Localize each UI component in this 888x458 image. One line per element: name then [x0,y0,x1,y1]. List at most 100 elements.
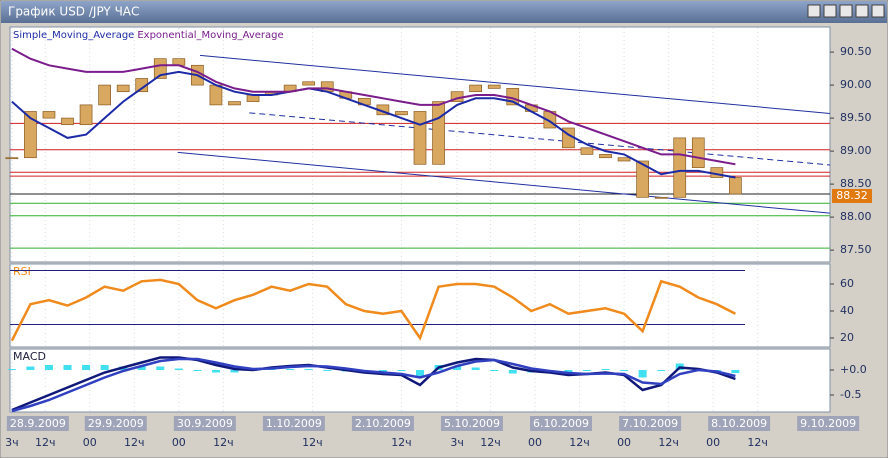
date-box [797,416,860,431]
y-tick-label: 20 [840,331,854,344]
trend-line [199,54,831,114]
x-tick-label: 12ч [124,436,145,449]
price-box [832,188,872,203]
macd-panel [9,348,831,413]
histogram-bar [82,365,91,370]
date-box [173,416,236,431]
candle [153,58,167,79]
histogram-bar [397,370,406,371]
histogram-bar [657,370,666,371]
date-box [262,416,325,431]
histogram-bar [44,365,53,370]
x-tick-label: 12ч [569,436,590,449]
price-label: 88.32 [836,189,868,202]
candle [228,101,241,106]
candle [636,160,649,198]
candle [395,111,408,116]
histogram-bar [211,370,220,373]
date-box [351,416,414,431]
date-label: 29.9.2009 [88,417,144,430]
candle [24,111,37,159]
date-label: 6.10.2009 [533,417,589,430]
x-tick-label: 00 [83,436,97,449]
y-tick-label: 89.50 [840,111,872,124]
trend-line [249,112,831,166]
y-tick-label: 89.00 [840,144,872,157]
histogram-bar [508,370,517,374]
histogram-bar [620,370,629,371]
date-label: 2.10.2009 [355,417,411,430]
date-label: 7.10.2009 [622,417,678,430]
close-button[interactable] [871,4,885,18]
histogram-bar [156,366,165,370]
x-tick-label: 12ч [391,436,412,449]
date-box [619,416,682,431]
panel-title: RSI [13,265,31,278]
histogram-bar [100,365,109,370]
y-tick-label: 90.50 [840,45,872,58]
date-label: 30.9.2009 [177,417,233,430]
date-box [530,416,593,431]
rsi-panel [9,263,831,348]
candle [172,58,186,66]
button[interactable] [855,4,869,18]
date-label: 1.10.2009 [266,417,322,430]
x-tick-label: 12ч [35,436,56,449]
candle [116,84,130,93]
button[interactable] [839,4,853,18]
candle [469,84,483,93]
panel-title: MACD [13,350,46,363]
candle [302,81,316,86]
ma-line [11,70,736,179]
window-title: График USD /JPY ЧАС [8,5,139,19]
histogram-bar [490,370,499,371]
candle [5,157,19,160]
candle [580,147,594,155]
histogram-bar [416,370,424,378]
ma-line [11,47,736,166]
histogram-bar [230,370,239,373]
x-tick-label: 00 [617,436,631,449]
title-bar [1,1,887,23]
x-tick-label: 12ч [747,436,768,449]
y-tick-label: -0.5 [840,388,861,401]
button[interactable] [807,4,821,18]
trend-line [177,151,831,214]
histogram-bar [582,370,591,371]
x-tick-label: 12ч [302,436,323,449]
candle [413,111,427,165]
y-tick-label: 87.50 [840,243,872,256]
window-buttons [807,4,885,18]
histogram-bar [471,367,480,370]
x-tick-label: 12ч [480,436,501,449]
x-tick-label: 3ч [450,436,464,449]
histogram-bar [193,370,202,371]
y-tick-label: 40 [840,304,854,317]
y-tick-label: 60 [840,277,854,290]
candle [487,84,501,89]
x-tick-label: 00 [706,436,720,449]
candle [691,137,705,168]
histogram-bar [137,366,146,370]
rsi-line [10,278,736,342]
candle [209,84,223,106]
y-tick-label: 88.50 [840,177,872,190]
candle [61,117,74,126]
x-tick-label: 12ч [658,436,679,449]
x-tick-label: 00 [172,436,186,449]
y-tick-label: +0.0 [840,363,867,376]
date-label: 28.9.2009 [10,417,66,430]
candle [42,111,56,119]
candle [729,177,742,195]
histogram-bar [304,369,313,370]
histogram-bar [453,366,462,370]
y-tick-label: 90.00 [840,78,872,91]
histogram-bar [323,370,332,371]
date-label: 5.10.2009 [444,417,500,430]
button[interactable] [823,4,837,18]
date-box [6,416,69,431]
histogram-bar [63,365,72,370]
date-box [440,416,503,431]
